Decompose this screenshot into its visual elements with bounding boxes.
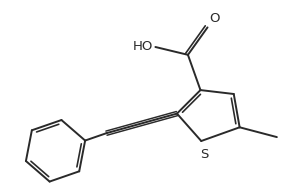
Text: S: S <box>200 148 208 161</box>
Text: HO: HO <box>133 40 153 53</box>
Text: O: O <box>209 12 220 25</box>
